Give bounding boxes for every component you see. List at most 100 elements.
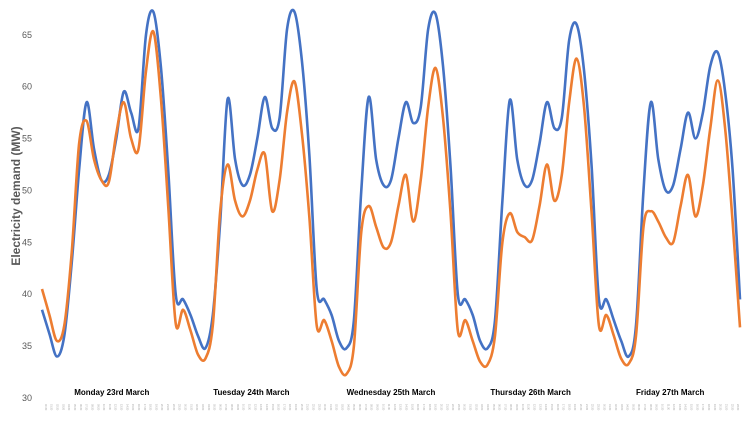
x-tick-label: 16:30 bbox=[277, 404, 280, 411]
day-label: Friday 27th March bbox=[636, 388, 705, 397]
y-tick-label: 35 bbox=[22, 341, 32, 351]
x-tick-label: 18:30 bbox=[288, 404, 291, 411]
x-tick-label: 17:30 bbox=[143, 404, 146, 411]
y-axis-title: Electricity demand (MW) bbox=[9, 126, 23, 265]
x-tick-label: 19:30 bbox=[154, 404, 157, 411]
x-tick-label: 06:30 bbox=[358, 404, 361, 411]
series-line-1 bbox=[40, 8, 742, 359]
x-tick-label: 14:30 bbox=[265, 404, 268, 411]
x-tick-label: 21:30 bbox=[166, 404, 169, 411]
x-tick-label: 14:30 bbox=[125, 404, 128, 411]
y-tick-label: 55 bbox=[22, 134, 32, 144]
x-tick-label: 18:30 bbox=[428, 404, 431, 411]
x-tick-label: 13:30 bbox=[538, 404, 541, 411]
x-tick-label: 08:30 bbox=[230, 404, 233, 411]
x-tick-label: 04:30 bbox=[346, 404, 349, 411]
x-tick-label: 18:30 bbox=[149, 404, 152, 411]
x-tick-label: 17:30 bbox=[422, 404, 425, 411]
x-tick-label: 04:30 bbox=[207, 404, 210, 411]
x-tick-label: 02:30 bbox=[335, 404, 338, 411]
x-tick-label: 18:30 bbox=[567, 404, 570, 411]
x-tick-label: 23:30 bbox=[178, 404, 181, 411]
x-tick-label: 21:30 bbox=[445, 404, 448, 411]
x-tick-label: 05:30 bbox=[631, 404, 634, 411]
x-tick-label: 20:30 bbox=[719, 404, 722, 411]
x-tick-label: 05:30 bbox=[492, 404, 495, 411]
x-tick-label: 10:30 bbox=[521, 404, 524, 411]
x-tick-label: 22:30 bbox=[312, 404, 315, 411]
x-tick-label: 14:30 bbox=[684, 404, 687, 411]
x-tick-label: 10:30 bbox=[381, 404, 384, 411]
x-tick-label: 01:30 bbox=[608, 404, 611, 411]
x-tick-label: 03:30 bbox=[201, 404, 204, 411]
x-tick-label: 16:30 bbox=[416, 404, 419, 411]
x-tick-label: 01:30 bbox=[50, 404, 53, 411]
x-tick-label: 23:30 bbox=[597, 404, 600, 411]
x-tick-labels: 00:30 01:30 02:30 03:30 04:30 05:30 06:30 07:30… bbox=[44, 404, 739, 411]
x-tick-label: 06:30 bbox=[218, 404, 221, 411]
x-tick-label: 21:30 bbox=[725, 404, 728, 411]
x-tick-label: 19:30 bbox=[713, 404, 716, 411]
x-tick-label: 16:30 bbox=[695, 404, 698, 411]
x-tick-label: 12:30 bbox=[672, 404, 675, 411]
x-tick-label: 02:30 bbox=[56, 404, 59, 411]
x-tick-label: 10:30 bbox=[242, 404, 245, 411]
x-tick-label: 08:30 bbox=[649, 404, 652, 411]
day-label: Tuesday 24th March bbox=[213, 388, 289, 397]
x-tick-label: 13:30 bbox=[678, 404, 681, 411]
x-tick-label: 13:30 bbox=[259, 404, 262, 411]
x-tick-label: 07:30 bbox=[643, 404, 646, 411]
x-tick-label: 21:30 bbox=[585, 404, 588, 411]
x-tick-label: 07:30 bbox=[503, 404, 506, 411]
x-tick-label: 03:30 bbox=[620, 404, 623, 411]
x-tick-label: 11:30 bbox=[248, 404, 251, 411]
x-tick-label: 02:30 bbox=[614, 404, 617, 411]
x-tick-label: 21:30 bbox=[306, 404, 309, 411]
y-tick-label: 65 bbox=[22, 30, 32, 40]
x-tick-label: 22:30 bbox=[172, 404, 175, 411]
x-tick-label: 03:30 bbox=[341, 404, 344, 411]
x-tick-label: 01:30 bbox=[189, 404, 192, 411]
x-tick-label: 15:30 bbox=[550, 404, 553, 411]
x-tick-label: 00:30 bbox=[44, 404, 47, 411]
x-tick-label: 05:30 bbox=[213, 404, 216, 411]
x-tick-label: 09:30 bbox=[376, 404, 379, 411]
x-tick-label: 11:30 bbox=[108, 404, 111, 411]
y-tick-label: 45 bbox=[22, 237, 32, 247]
x-tick-label: 22:30 bbox=[591, 404, 594, 411]
series-layer bbox=[40, 8, 742, 377]
x-tick-label: 18:30 bbox=[707, 404, 710, 411]
y-axis: 30 35 40 45 50 55 60 65 bbox=[22, 30, 32, 403]
x-tick-label: 00:30 bbox=[602, 404, 605, 411]
x-tick-label: 09:30 bbox=[96, 404, 99, 411]
x-tick-label: 09:30 bbox=[655, 404, 658, 411]
series-line-2 bbox=[40, 29, 742, 377]
x-tick-label: 13:30 bbox=[120, 404, 123, 411]
x-tick-label: 02:30 bbox=[195, 404, 198, 411]
x-tick-label: 15:30 bbox=[131, 404, 134, 411]
x-tick-label: 04:30 bbox=[486, 404, 489, 411]
y-tick-label: 40 bbox=[22, 289, 32, 299]
x-tick-label: 00:30 bbox=[323, 404, 326, 411]
x-tick-label: 15:30 bbox=[410, 404, 413, 411]
x-tick-label: 05:30 bbox=[73, 404, 76, 411]
x-tick-label: 15:30 bbox=[690, 404, 693, 411]
day-label: Thursday 26th March bbox=[490, 388, 571, 397]
x-tick-label: 16:30 bbox=[556, 404, 559, 411]
x-tick-label: 09:30 bbox=[515, 404, 518, 411]
x-tick-label: 19:30 bbox=[573, 404, 576, 411]
x-tick-label: 12:30 bbox=[533, 404, 536, 411]
x-tick-label: 07:30 bbox=[85, 404, 88, 411]
x-tick-label: 03:30 bbox=[61, 404, 64, 411]
x-tick-label: 08:30 bbox=[370, 404, 373, 411]
x-tick-label: 08:30 bbox=[90, 404, 93, 411]
day-label: Monday 23rd March bbox=[74, 388, 149, 397]
x-tick-label: 08:30 bbox=[509, 404, 512, 411]
x-tick-label: 04:30 bbox=[626, 404, 629, 411]
x-tick-label: 20:30 bbox=[579, 404, 582, 411]
x-tick-label: 19:30 bbox=[434, 404, 437, 411]
y-tick-label: 60 bbox=[22, 82, 32, 92]
x-tick-label: 10:30 bbox=[661, 404, 664, 411]
x-tick-label: 03:30 bbox=[480, 404, 483, 411]
